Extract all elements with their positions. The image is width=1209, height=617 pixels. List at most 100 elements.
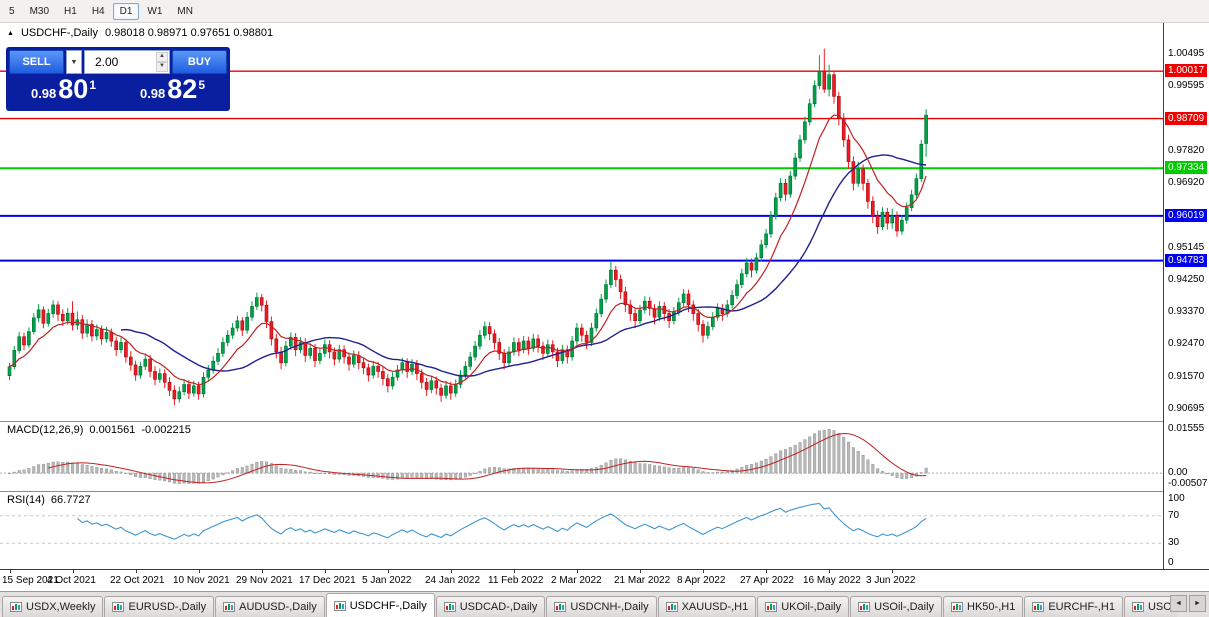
sell-button[interactable]: SELL bbox=[9, 50, 64, 74]
chart-tab-audusd-daily[interactable]: AUDUSD-,Daily bbox=[215, 596, 325, 617]
chart-tab-icon bbox=[765, 602, 778, 612]
rsi-indicator-label: RSI(14) 66.7727 bbox=[7, 494, 91, 506]
date-tick-mark bbox=[514, 570, 515, 573]
chart-tab-label: EURCHF-,H1 bbox=[1048, 601, 1115, 613]
volume-step-up-button[interactable]: ▲ bbox=[156, 52, 168, 62]
chart-tab-label: EURUSD-,Daily bbox=[128, 601, 207, 613]
ask-price-big: 82 bbox=[167, 74, 198, 104]
panel-splitter[interactable] bbox=[0, 421, 1209, 422]
date-label: 8 Apr 2022 bbox=[677, 575, 726, 586]
timeframe-button-h1[interactable]: H1 bbox=[64, 5, 77, 17]
chart-ohlc-values: 0.98018 0.98971 0.97651 0.98801 bbox=[104, 27, 274, 39]
timeframe-button-mn[interactable]: MN bbox=[177, 5, 193, 17]
date-tick-mark bbox=[829, 570, 830, 573]
bid-price-big: 80 bbox=[58, 74, 89, 104]
buy-button[interactable]: BUY bbox=[172, 50, 227, 74]
ask-price-small: 0.98 bbox=[139, 86, 166, 101]
rsi-value: 66.7727 bbox=[50, 494, 91, 506]
price-tick: 1.00495 bbox=[1168, 48, 1205, 59]
chart-tab-usdchf-daily[interactable]: USDCHF-,Daily bbox=[325, 593, 435, 617]
tabs-scroll-right-button[interactable]: ► bbox=[1189, 595, 1206, 612]
price-axis[interactable]: 1.00495 0.99595 0.97820 0.96920 0.95145 0.942… bbox=[1163, 23, 1209, 569]
volume-dropdown-button[interactable]: ▼ bbox=[66, 50, 82, 74]
price-level-badge: 0.98709 bbox=[1165, 112, 1208, 125]
rsi-panel bbox=[0, 492, 1163, 569]
macd-canvas[interactable] bbox=[0, 422, 1163, 491]
macd-main-value: 0.001561 bbox=[89, 424, 136, 436]
price-tick: 0.90695 bbox=[1168, 403, 1205, 414]
price-tick: 0.97820 bbox=[1168, 145, 1205, 156]
timeframe-button-h4[interactable]: H4 bbox=[91, 5, 105, 17]
date-label: 2 Mar 2022 bbox=[551, 575, 602, 586]
chart-tab-icon bbox=[112, 602, 125, 612]
tabs-scroll-left-button[interactable]: ◄ bbox=[1170, 595, 1187, 612]
chart-tab-usdcad-daily[interactable]: USDCAD-,Daily bbox=[435, 596, 546, 617]
timeframe-button-5[interactable]: 5 bbox=[9, 5, 15, 17]
price-tick: 0.92470 bbox=[1168, 338, 1205, 349]
timeframe-button-w1[interactable]: W1 bbox=[147, 5, 163, 17]
bid-price-sup: 1 bbox=[89, 78, 97, 92]
date-tick-mark bbox=[577, 570, 578, 573]
chart-tab-usdx-weekly[interactable]: USDX,Weekly bbox=[2, 596, 104, 617]
chart-tab-label: AUDUSD-,Daily bbox=[239, 601, 317, 613]
volume-step-down-button[interactable]: ▼ bbox=[156, 62, 168, 72]
rsi-canvas[interactable] bbox=[0, 492, 1163, 569]
timeframe-toolbar: 5 M30 H1 H4 D1 W1 MN bbox=[0, 0, 1209, 23]
price-level-badge: 1.00017 bbox=[1165, 64, 1208, 77]
chart-tab-eurchf-h1[interactable]: EURCHF-,H1 bbox=[1024, 596, 1123, 617]
price-tick: 0.93370 bbox=[1168, 306, 1205, 317]
chart-tab-icon bbox=[1131, 602, 1144, 612]
chart-tab-icon bbox=[443, 602, 456, 612]
date-label: 11 Feb 2022 bbox=[488, 575, 544, 586]
rsi-axis-tick: 30 bbox=[1168, 537, 1180, 548]
rsi-axis-tick: 70 bbox=[1168, 510, 1180, 521]
chart-tab-icon bbox=[333, 600, 346, 611]
chart-tab-usoil-daily[interactable]: USOil-,Daily bbox=[850, 596, 943, 617]
macd-name: MACD(12,26,9) bbox=[7, 424, 84, 436]
price-chart-canvas[interactable] bbox=[0, 23, 1163, 421]
price-tick: 0.94250 bbox=[1168, 274, 1205, 285]
chart-tabs: USDX,Weekly EURUSD-,Daily AUDUSD-,Daily USD… bbox=[2, 592, 1177, 617]
date-axis[interactable]: 15 Sep 2021 4 Oct 2021 22 Oct 2021 10 Nov 2… bbox=[0, 570, 1163, 591]
panel-splitter[interactable] bbox=[0, 491, 1209, 492]
date-tick-mark bbox=[640, 570, 641, 573]
volume-input[interactable] bbox=[93, 54, 141, 70]
chart-bottom-border bbox=[0, 569, 1209, 570]
chart-title: ▲ USDCHF-,Daily 0.98018 0.98971 0.97651 … bbox=[7, 27, 273, 39]
price-tick: 0.96920 bbox=[1168, 177, 1205, 188]
chart-tab-xauusd-h1[interactable]: XAUUSD-,H1 bbox=[657, 596, 757, 617]
date-tick-mark bbox=[892, 570, 893, 573]
macd-axis-tick: 0.01555 bbox=[1168, 423, 1205, 434]
macd-axis-tick: -0.00507 bbox=[1168, 478, 1208, 489]
chart-tab-icon bbox=[951, 602, 964, 612]
chart-tab-usoil-h4[interactable]: USOil-,H4 bbox=[1123, 596, 1177, 617]
date-label: 22 Oct 2021 bbox=[110, 575, 165, 586]
volume-field-wrap: ▲ ▼ bbox=[84, 50, 170, 74]
timeframe-button-d1[interactable]: D1 bbox=[112, 2, 140, 20]
chart-tab-usdcnh-daily[interactable]: USDCNH-,Daily bbox=[546, 596, 657, 617]
date-tick-mark bbox=[73, 570, 74, 573]
date-label: 17 Dec 2021 bbox=[299, 575, 356, 586]
chart-collapse-icon[interactable]: ▲ bbox=[7, 29, 14, 37]
chart-tab-eurusd-daily[interactable]: EURUSD-,Daily bbox=[104, 596, 215, 617]
chart-tab-icon bbox=[858, 602, 871, 612]
macd-indicator-label: MACD(12,26,9) 0.001561 -0.002215 bbox=[7, 424, 191, 436]
chart-window: ▲ USDCHF-,Daily 0.98018 0.98971 0.97651 … bbox=[0, 23, 1209, 591]
timeframe-button-m30[interactable]: M30 bbox=[29, 5, 50, 17]
price-tick: 0.95145 bbox=[1168, 242, 1205, 253]
chart-tab-label: USDCNH-,Daily bbox=[570, 601, 649, 613]
date-label: 3 Jun 2022 bbox=[866, 575, 916, 586]
chart-symbol-label: USDCHF-,Daily bbox=[20, 27, 98, 39]
date-tick-mark bbox=[451, 570, 452, 573]
chart-tab-ukoil-daily[interactable]: UKOil-,Daily bbox=[757, 596, 850, 617]
price-level-badge: 0.96019 bbox=[1165, 209, 1208, 222]
date-tick-mark bbox=[262, 570, 263, 573]
price-level-badge: 0.94783 bbox=[1165, 254, 1208, 267]
date-tick-mark bbox=[766, 570, 767, 573]
date-tick-mark bbox=[10, 570, 11, 573]
rsi-axis-tick: 0 bbox=[1168, 557, 1174, 568]
macd-panel bbox=[0, 422, 1163, 491]
date-label: 21 Mar 2022 bbox=[614, 575, 671, 586]
date-label: 15 Sep 2021 bbox=[2, 575, 59, 586]
chart-tab-hk50-h1[interactable]: HK50-,H1 bbox=[943, 596, 1024, 617]
